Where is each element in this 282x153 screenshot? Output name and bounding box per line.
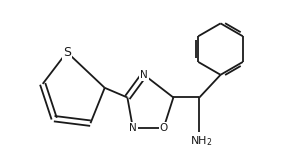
Text: N: N <box>140 70 148 80</box>
Text: O: O <box>160 123 168 133</box>
Text: S: S <box>63 46 71 59</box>
Text: NH$_2$: NH$_2$ <box>190 135 212 149</box>
Text: N: N <box>129 123 137 133</box>
